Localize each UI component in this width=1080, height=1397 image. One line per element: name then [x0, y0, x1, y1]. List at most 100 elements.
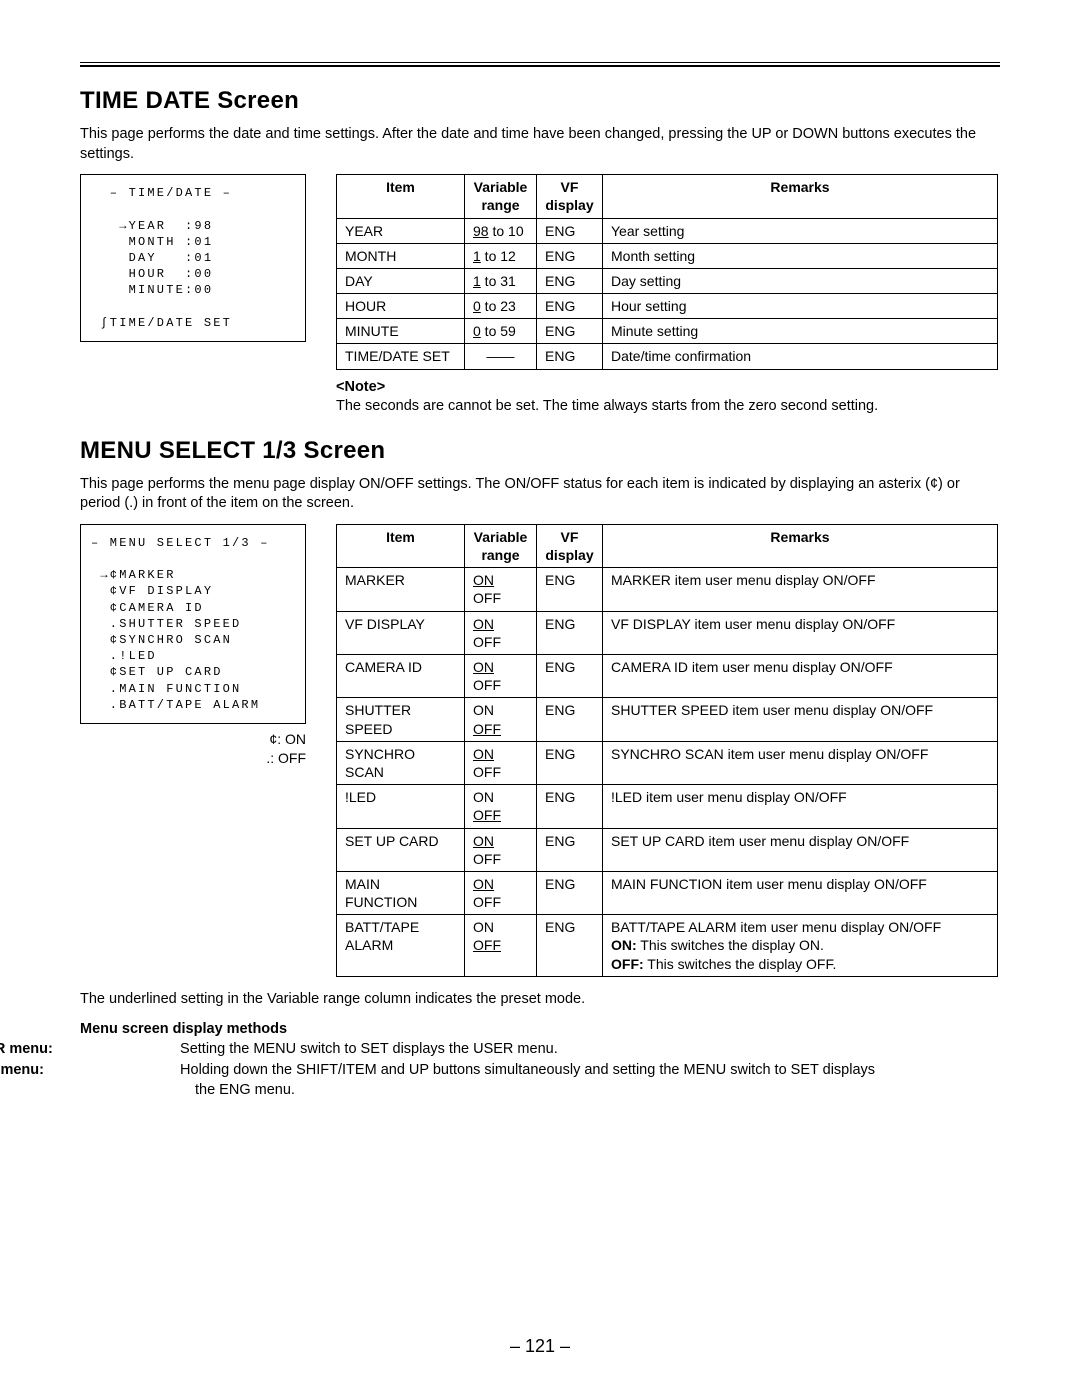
- legend-on: ¢: ON: [269, 731, 306, 747]
- th2-range: Variablerange: [465, 524, 537, 567]
- table-row: VF DISPLAYONOFFENGVF DISPLAY item user m…: [337, 611, 998, 654]
- table-cell: SYNCHRO SCAN: [337, 741, 465, 784]
- table-cell: Date/time confirmation: [603, 344, 998, 369]
- table-cell: Year setting: [603, 218, 998, 243]
- menuselect-table: Item Variablerange VFdisplay Remarks MAR…: [336, 524, 998, 977]
- table-row: BATT/TAPE ALARMONOFFENGBATT/TAPE ALARM i…: [337, 915, 998, 977]
- legend-off: .: OFF: [266, 750, 306, 766]
- table-cell: !LED: [337, 785, 465, 828]
- table-cell: CAMERA ID: [337, 655, 465, 698]
- table-cell: ENG: [537, 611, 603, 654]
- table-row: !LEDONOFFENG!LED item user menu display …: [337, 785, 998, 828]
- table-cell: VF DISPLAY: [337, 611, 465, 654]
- table-cell: MARKER item user menu display ON/OFF: [603, 568, 998, 611]
- table-row: MAIN FUNCTIONONOFFENGMAIN FUNCTION item …: [337, 871, 998, 914]
- table-cell: ONOFF: [465, 698, 537, 741]
- table-cell: ENG: [537, 344, 603, 369]
- table-cell: ONOFF: [465, 915, 537, 977]
- legend: ¢: ON .: OFF: [80, 730, 306, 768]
- eng-menu-line1: ENG menu: Holding down the SHIFT/ITEM an…: [80, 1060, 1000, 1080]
- section1-layout: – TIME/DATE – →YEAR :98 MONTH :01 DAY :0…: [80, 174, 1000, 370]
- menu-methods: Menu screen display methods USER menu: S…: [80, 1019, 1000, 1100]
- th2-item: Item: [337, 524, 465, 567]
- page-number: – 121 –: [0, 1336, 1080, 1357]
- note-body: The seconds are cannot be set. The time …: [336, 397, 1000, 417]
- table-cell: ONOFF: [465, 828, 537, 871]
- table-cell: ENG: [537, 871, 603, 914]
- table-cell: ONOFF: [465, 741, 537, 784]
- section2-layout: – MENU SELECT 1/3 – →¢MARKER ¢VF DISPLAY…: [80, 524, 1000, 977]
- table-row: MINUTE0 to 59ENGMinute setting: [337, 319, 998, 344]
- table-row: YEAR98 to 10ENGYear setting: [337, 218, 998, 243]
- table-cell: VF DISPLAY item user menu display ON/OFF: [603, 611, 998, 654]
- table-row: SYNCHRO SCANONOFFENGSYNCHRO SCAN item us…: [337, 741, 998, 784]
- table-cell: HOUR: [337, 294, 465, 319]
- table-row: TIME/DATE SET——ENGDate/time confirmation: [337, 344, 998, 369]
- table-cell: 98 to 10: [465, 218, 537, 243]
- table-cell: Month setting: [603, 243, 998, 268]
- user-menu-label: USER menu:: [80, 1039, 176, 1059]
- table-cell: SET UP CARD: [337, 828, 465, 871]
- table-cell: Hour setting: [603, 294, 998, 319]
- section2-intro: This page performs the menu page display…: [80, 475, 1000, 514]
- table-cell: TIME/DATE SET: [337, 344, 465, 369]
- table-row: MARKERONOFFENGMARKER item user menu disp…: [337, 568, 998, 611]
- table-cell: SYNCHRO SCAN item user menu display ON/O…: [603, 741, 998, 784]
- table-cell: ENG: [537, 268, 603, 293]
- table-cell: ENG: [537, 319, 603, 344]
- table-cell: 0 to 59: [465, 319, 537, 344]
- table-cell: BATT/TAPE ALARM item user menu display O…: [603, 915, 998, 977]
- table-cell: ENG: [537, 218, 603, 243]
- user-menu-text: Setting the MENU switch to SET displays …: [180, 1041, 558, 1057]
- table-cell: Minute setting: [603, 319, 998, 344]
- table-cell: ENG: [537, 741, 603, 784]
- preset-note: The underlined setting in the Variable r…: [80, 989, 1000, 1009]
- table-cell: 0 to 23: [465, 294, 537, 319]
- table-cell: ONOFF: [465, 568, 537, 611]
- table-cell: ENG: [537, 655, 603, 698]
- table-cell: ——: [465, 344, 537, 369]
- th-range: Variablerange: [465, 175, 537, 218]
- table-cell: MINUTE: [337, 319, 465, 344]
- table-cell: 1 to 12: [465, 243, 537, 268]
- table-cell: SET UP CARD item user menu display ON/OF…: [603, 828, 998, 871]
- user-menu-line: USER menu: Setting the MENU switch to SE…: [80, 1039, 1000, 1059]
- section1-intro: This page performs the date and time set…: [80, 125, 1000, 164]
- th-remarks: Remarks: [603, 175, 998, 218]
- section2-screen-wrap: – MENU SELECT 1/3 – →¢MARKER ¢VF DISPLAY…: [80, 524, 306, 768]
- table-cell: ENG: [537, 698, 603, 741]
- table-cell: MARKER: [337, 568, 465, 611]
- th-vf: VFdisplay: [537, 175, 603, 218]
- table-cell: ONOFF: [465, 785, 537, 828]
- table-cell: ENG: [537, 915, 603, 977]
- section1-title: TIME DATE Screen: [80, 87, 1000, 115]
- eng-menu-text1: Holding down the SHIFT/ITEM and UP butto…: [180, 1062, 875, 1078]
- table-row: CAMERA IDONOFFENGCAMERA ID item user men…: [337, 655, 998, 698]
- table-cell: ENG: [537, 568, 603, 611]
- note-label: <Note>: [336, 378, 1000, 398]
- table-cell: 1 to 31: [465, 268, 537, 293]
- table-row: SHUTTER SPEEDONOFFENGSHUTTER SPEED item …: [337, 698, 998, 741]
- table-cell: ENG: [537, 785, 603, 828]
- table-cell: !LED item user menu display ON/OFF: [603, 785, 998, 828]
- table-cell: YEAR: [337, 218, 465, 243]
- menuselect-screen-box: – MENU SELECT 1/3 – →¢MARKER ¢VF DISPLAY…: [80, 524, 306, 724]
- th-item: Item: [337, 175, 465, 218]
- eng-menu-line2: the ENG menu.: [80, 1080, 1000, 1100]
- table-row: MONTH1 to 12ENGMonth setting: [337, 243, 998, 268]
- table-cell: SHUTTER SPEED: [337, 698, 465, 741]
- table-cell: MONTH: [337, 243, 465, 268]
- table-cell: ONOFF: [465, 871, 537, 914]
- th2-vf: VFdisplay: [537, 524, 603, 567]
- table-cell: ONOFF: [465, 611, 537, 654]
- table-cell: BATT/TAPE ALARM: [337, 915, 465, 977]
- th2-remarks: Remarks: [603, 524, 998, 567]
- table-cell: SHUTTER SPEED item user menu display ON/…: [603, 698, 998, 741]
- table-cell: ONOFF: [465, 655, 537, 698]
- timedate-screen-box: – TIME/DATE – →YEAR :98 MONTH :01 DAY :0…: [80, 174, 306, 342]
- table-cell: DAY: [337, 268, 465, 293]
- page-top-rule: [80, 62, 1000, 67]
- table-row: HOUR0 to 23ENGHour setting: [337, 294, 998, 319]
- table-cell: ENG: [537, 828, 603, 871]
- table-cell: MAIN FUNCTION item user menu display ON/…: [603, 871, 998, 914]
